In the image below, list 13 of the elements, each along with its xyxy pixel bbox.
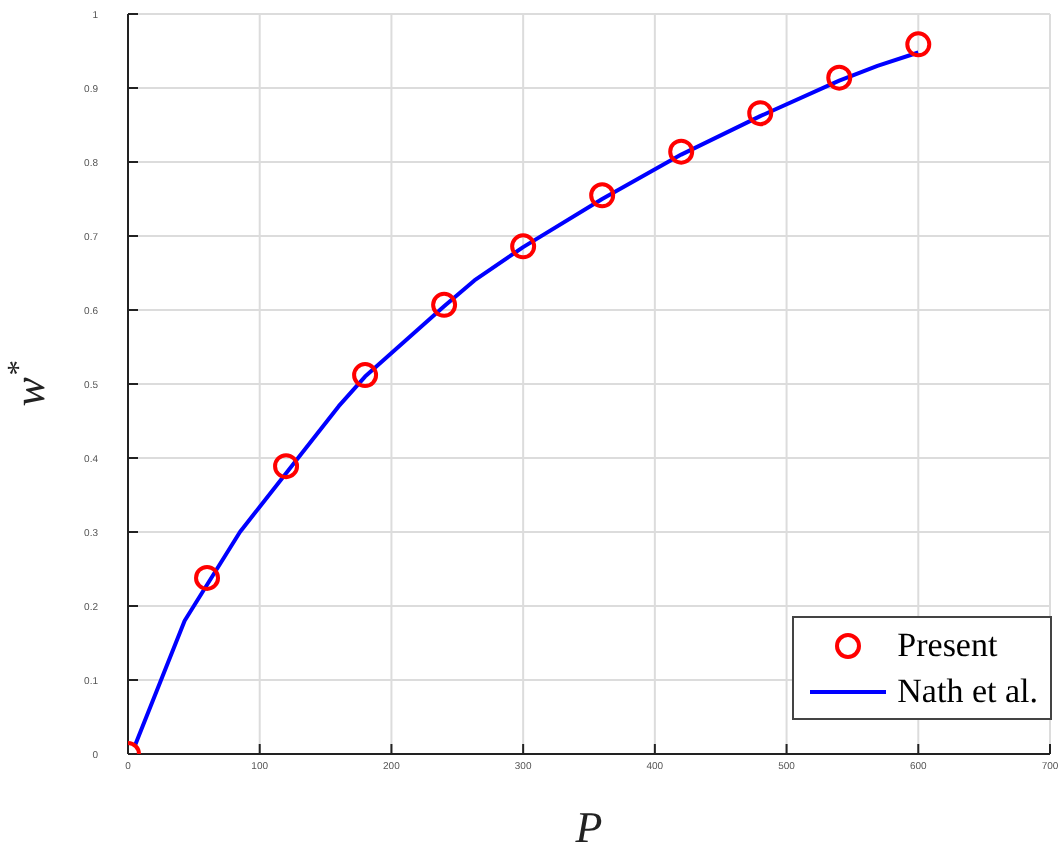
point <box>668 138 695 165</box>
point <box>194 564 221 591</box>
point <box>826 64 853 91</box>
point <box>747 100 774 127</box>
point <box>905 31 932 58</box>
x-axis-title: P <box>573 802 603 852</box>
point <box>431 291 458 318</box>
point <box>589 182 616 209</box>
point <box>510 233 537 260</box>
legend-label: Present <box>897 625 998 665</box>
point <box>273 453 300 480</box>
legend-label: Nath et al. <box>897 671 1038 711</box>
point <box>352 362 379 389</box>
